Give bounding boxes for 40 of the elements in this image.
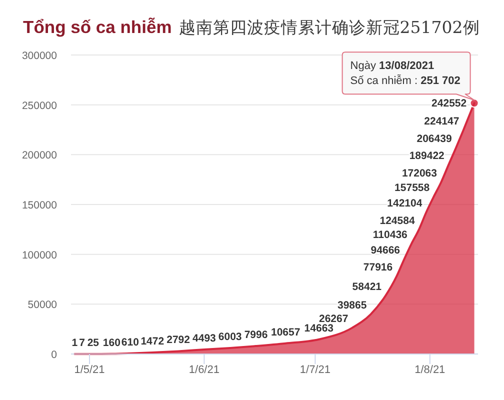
data-label: 7	[79, 336, 86, 349]
chart-subtitle: 越南第四波疫情累计确诊新冠251702例	[178, 18, 480, 37]
data-label: 160	[102, 336, 121, 349]
x-tick-label: 1/7/21	[300, 364, 330, 376]
data-label: 206439	[416, 133, 452, 146]
data-label: 39865	[337, 299, 367, 312]
y-tick-label: 0	[51, 349, 58, 361]
y-tick-label: 50000	[28, 299, 58, 312]
y-tick-label: 250000	[22, 100, 58, 112]
y-tick-label: 150000	[22, 200, 58, 212]
data-label: 2792	[166, 334, 190, 346]
x-tick-label: 1/6/21	[188, 364, 220, 376]
data-label: 25	[87, 336, 100, 349]
data-label: 1472	[140, 336, 164, 348]
x-tick-label: 1/8/21	[414, 364, 446, 376]
data-label: 610	[121, 336, 140, 348]
data-label: 4493	[192, 332, 216, 345]
data-label: 7996	[244, 329, 268, 342]
data-label: 110436	[372, 228, 408, 241]
data-label: 10657	[271, 326, 300, 338]
data-label: 124584	[380, 214, 415, 227]
data-label: 172063	[402, 168, 438, 180]
y-tick-label: 300000	[22, 50, 58, 62]
data-label: 189422	[409, 150, 445, 162]
y-tick-label: 100000	[22, 249, 58, 262]
data-label: 94666	[370, 244, 400, 257]
data-label: 242552	[432, 97, 467, 110]
data-label: 26267	[318, 312, 348, 325]
y-tick-label: 200000	[22, 150, 58, 162]
data-label: 142104	[387, 197, 422, 210]
data-label: 157558	[394, 182, 430, 194]
chart-title: Tổng số ca nhiễm	[23, 17, 172, 37]
data-label: 14663	[304, 322, 334, 334]
data-label: 6003	[218, 331, 242, 344]
annotation: Ngày 13/08/2021 Số ca nhiễm : 251 702	[350, 60, 460, 88]
x-tick-label: 1/5/21	[74, 364, 105, 376]
data-label: 1	[72, 337, 78, 349]
data-label: 58421	[352, 280, 382, 293]
data-label: 77916	[363, 261, 393, 274]
data-label: 224147	[424, 116, 460, 128]
